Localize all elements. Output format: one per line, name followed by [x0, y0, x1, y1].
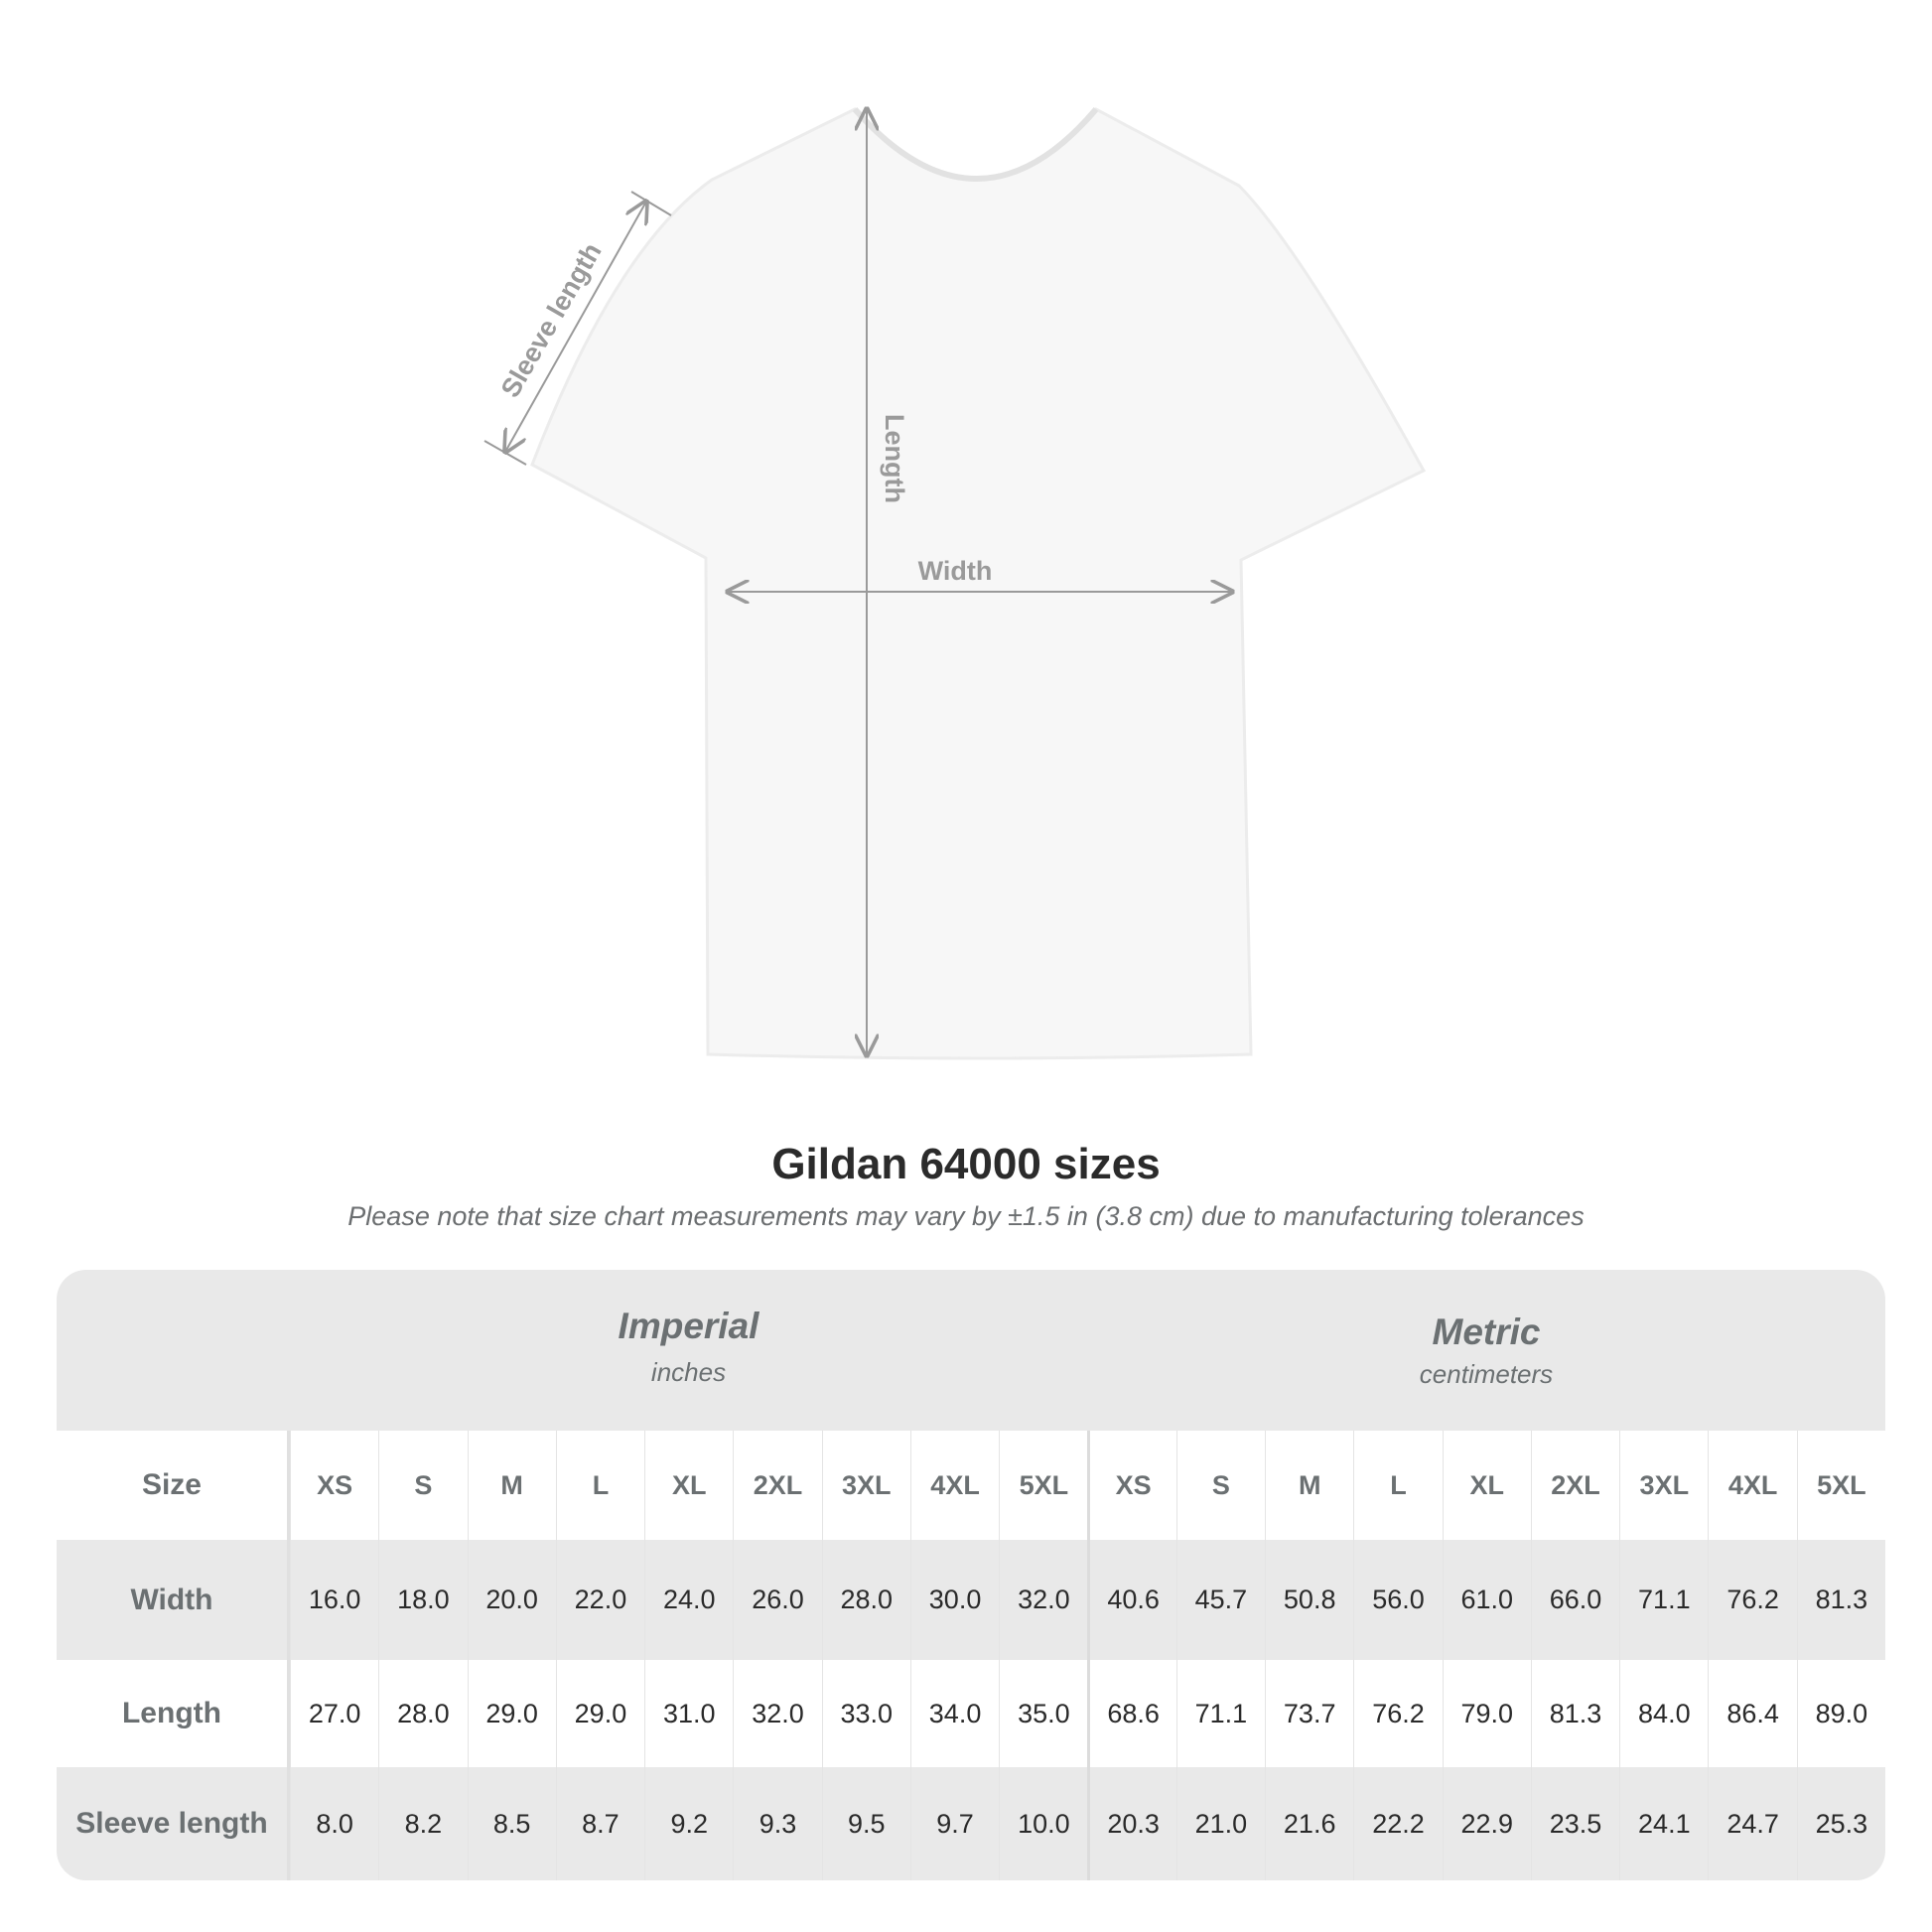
table-cell: 28.0: [821, 1540, 910, 1660]
size-header-cell: 4XL: [1708, 1431, 1796, 1540]
table-cell: 31.0: [644, 1660, 733, 1767]
size-header-row: Size XS S M L XL 2XL 3XL 4XL 5XL XS S M L XL 2XL 3XL 4XL 5…: [57, 1431, 1885, 1540]
size-header-cell: 4XL: [909, 1431, 999, 1540]
table-cell: 20.0: [467, 1540, 556, 1660]
metric-unit: centimeters: [1419, 1359, 1554, 1389]
table-cell: 24.0: [644, 1540, 733, 1660]
size-header-cell: S: [378, 1431, 467, 1540]
table-cell: 40.6: [1087, 1540, 1175, 1660]
table-cell: 30.0: [909, 1540, 999, 1660]
size-table: Imperial inches Metric centimeters Size X…: [57, 1270, 1885, 1880]
table-cell: 9.5: [821, 1767, 910, 1880]
table-cell: 8.2: [378, 1767, 467, 1880]
table-cell: 23.5: [1530, 1767, 1619, 1880]
table-cell: 9.7: [909, 1767, 999, 1880]
table-cell: 21.6: [1265, 1767, 1353, 1880]
size-header-cell: L: [1353, 1431, 1442, 1540]
table-cell: 50.8: [1265, 1540, 1353, 1660]
imperial-header: Imperial inches: [290, 1270, 1087, 1431]
table-cell: 16.0: [289, 1540, 378, 1660]
table-cell: 45.7: [1175, 1540, 1265, 1660]
table-cell: 22.0: [555, 1540, 644, 1660]
table-cell: 76.2: [1353, 1660, 1442, 1767]
table-row: Width 16.0 18.0 20.0 22.0 24.0 26.0 28.0 30.0 32.…: [57, 1540, 1885, 1660]
size-header-cell: 2XL: [1530, 1431, 1619, 1540]
table-row: Length 27.0 28.0 29.0 29.0 31.0 32.0 33.0 34.0 35…: [57, 1660, 1885, 1767]
table-cell: 32.0: [999, 1540, 1087, 1660]
table-cell: 79.0: [1442, 1660, 1531, 1767]
table-cell: 24.1: [1619, 1767, 1708, 1880]
size-header-cell: XL: [1442, 1431, 1531, 1540]
tshirt-diagram: Length Width Sleeve length: [483, 0, 1427, 1060]
table-cell: 32.0: [733, 1660, 821, 1767]
size-header-cell: M: [467, 1431, 556, 1540]
table-cell: 24.7: [1708, 1767, 1796, 1880]
table-row: Sleeve length 8.0 8.2 8.5 8.7 9.2 9.3 9.5 9.7 10.…: [57, 1767, 1885, 1880]
sleeve-arrow: [505, 202, 646, 452]
table-cell: 18.0: [378, 1540, 467, 1660]
size-header-cell: XS: [1087, 1431, 1175, 1540]
table-cell: 66.0: [1530, 1540, 1619, 1660]
table-cell: 68.6: [1087, 1660, 1175, 1767]
table-cell: 86.4: [1708, 1660, 1796, 1767]
table-cell: 22.9: [1442, 1767, 1531, 1880]
table-cell: 89.0: [1796, 1660, 1885, 1767]
table-cell: 10.0: [999, 1767, 1087, 1880]
size-header-cell: 3XL: [1619, 1431, 1708, 1540]
table-cell: 73.7: [1265, 1660, 1353, 1767]
table-cell: 29.0: [467, 1660, 556, 1767]
imperial-label: Imperial: [618, 1306, 759, 1346]
size-header-cell: 5XL: [1796, 1431, 1885, 1540]
size-header-cell: 3XL: [821, 1431, 910, 1540]
width-label: Width: [918, 556, 993, 586]
table-cell: 81.3: [1796, 1540, 1885, 1660]
metric-header: Metric centimeters: [1087, 1270, 1885, 1431]
size-header-cell: XL: [644, 1431, 733, 1540]
table-cell: 8.7: [555, 1767, 644, 1880]
size-header-cell: S: [1175, 1431, 1265, 1540]
table-cell: 71.1: [1175, 1660, 1265, 1767]
length-label: Length: [880, 414, 909, 503]
metric-label: Metric: [1432, 1311, 1541, 1352]
table-cell: 61.0: [1442, 1540, 1531, 1660]
table-cell: 22.2: [1353, 1767, 1442, 1880]
table-cell: 28.0: [378, 1660, 467, 1767]
size-header-cell: M: [1265, 1431, 1353, 1540]
table-cell: 26.0: [733, 1540, 821, 1660]
size-header-cell: 2XL: [733, 1431, 821, 1540]
size-header-label: Size: [57, 1431, 290, 1540]
size-header-cell: XS: [289, 1431, 378, 1540]
size-header-cell: L: [555, 1431, 644, 1540]
row-label: Width: [57, 1540, 290, 1660]
table-cell: 34.0: [909, 1660, 999, 1767]
table-cell: 20.3: [1087, 1767, 1175, 1880]
table-cell: 9.3: [733, 1767, 821, 1880]
size-header-cell: 5XL: [999, 1431, 1087, 1540]
table-cell: 56.0: [1353, 1540, 1442, 1660]
table-cell: 84.0: [1619, 1660, 1708, 1767]
table-cell: 35.0: [999, 1660, 1087, 1767]
page-title: Gildan 64000 sizes: [771, 1140, 1161, 1188]
table-cell: 81.3: [1530, 1660, 1619, 1767]
imperial-unit: inches: [650, 1357, 727, 1387]
table-cell: 21.0: [1175, 1767, 1265, 1880]
table-cell: 8.5: [467, 1767, 556, 1880]
table-cell: 8.0: [289, 1767, 378, 1880]
tolerance-note: Please note that size chart measurements…: [347, 1201, 1585, 1231]
table-cell: 27.0: [289, 1660, 378, 1767]
row-label: Length: [57, 1660, 290, 1767]
table-cell: 25.3: [1796, 1767, 1885, 1880]
table-cell: 29.0: [555, 1660, 644, 1767]
table-cell: 33.0: [821, 1660, 910, 1767]
table-cell: 76.2: [1708, 1540, 1796, 1660]
table-cell: 71.1: [1619, 1540, 1708, 1660]
table-cell: 9.2: [644, 1767, 733, 1880]
row-label: Sleeve length: [57, 1767, 290, 1880]
